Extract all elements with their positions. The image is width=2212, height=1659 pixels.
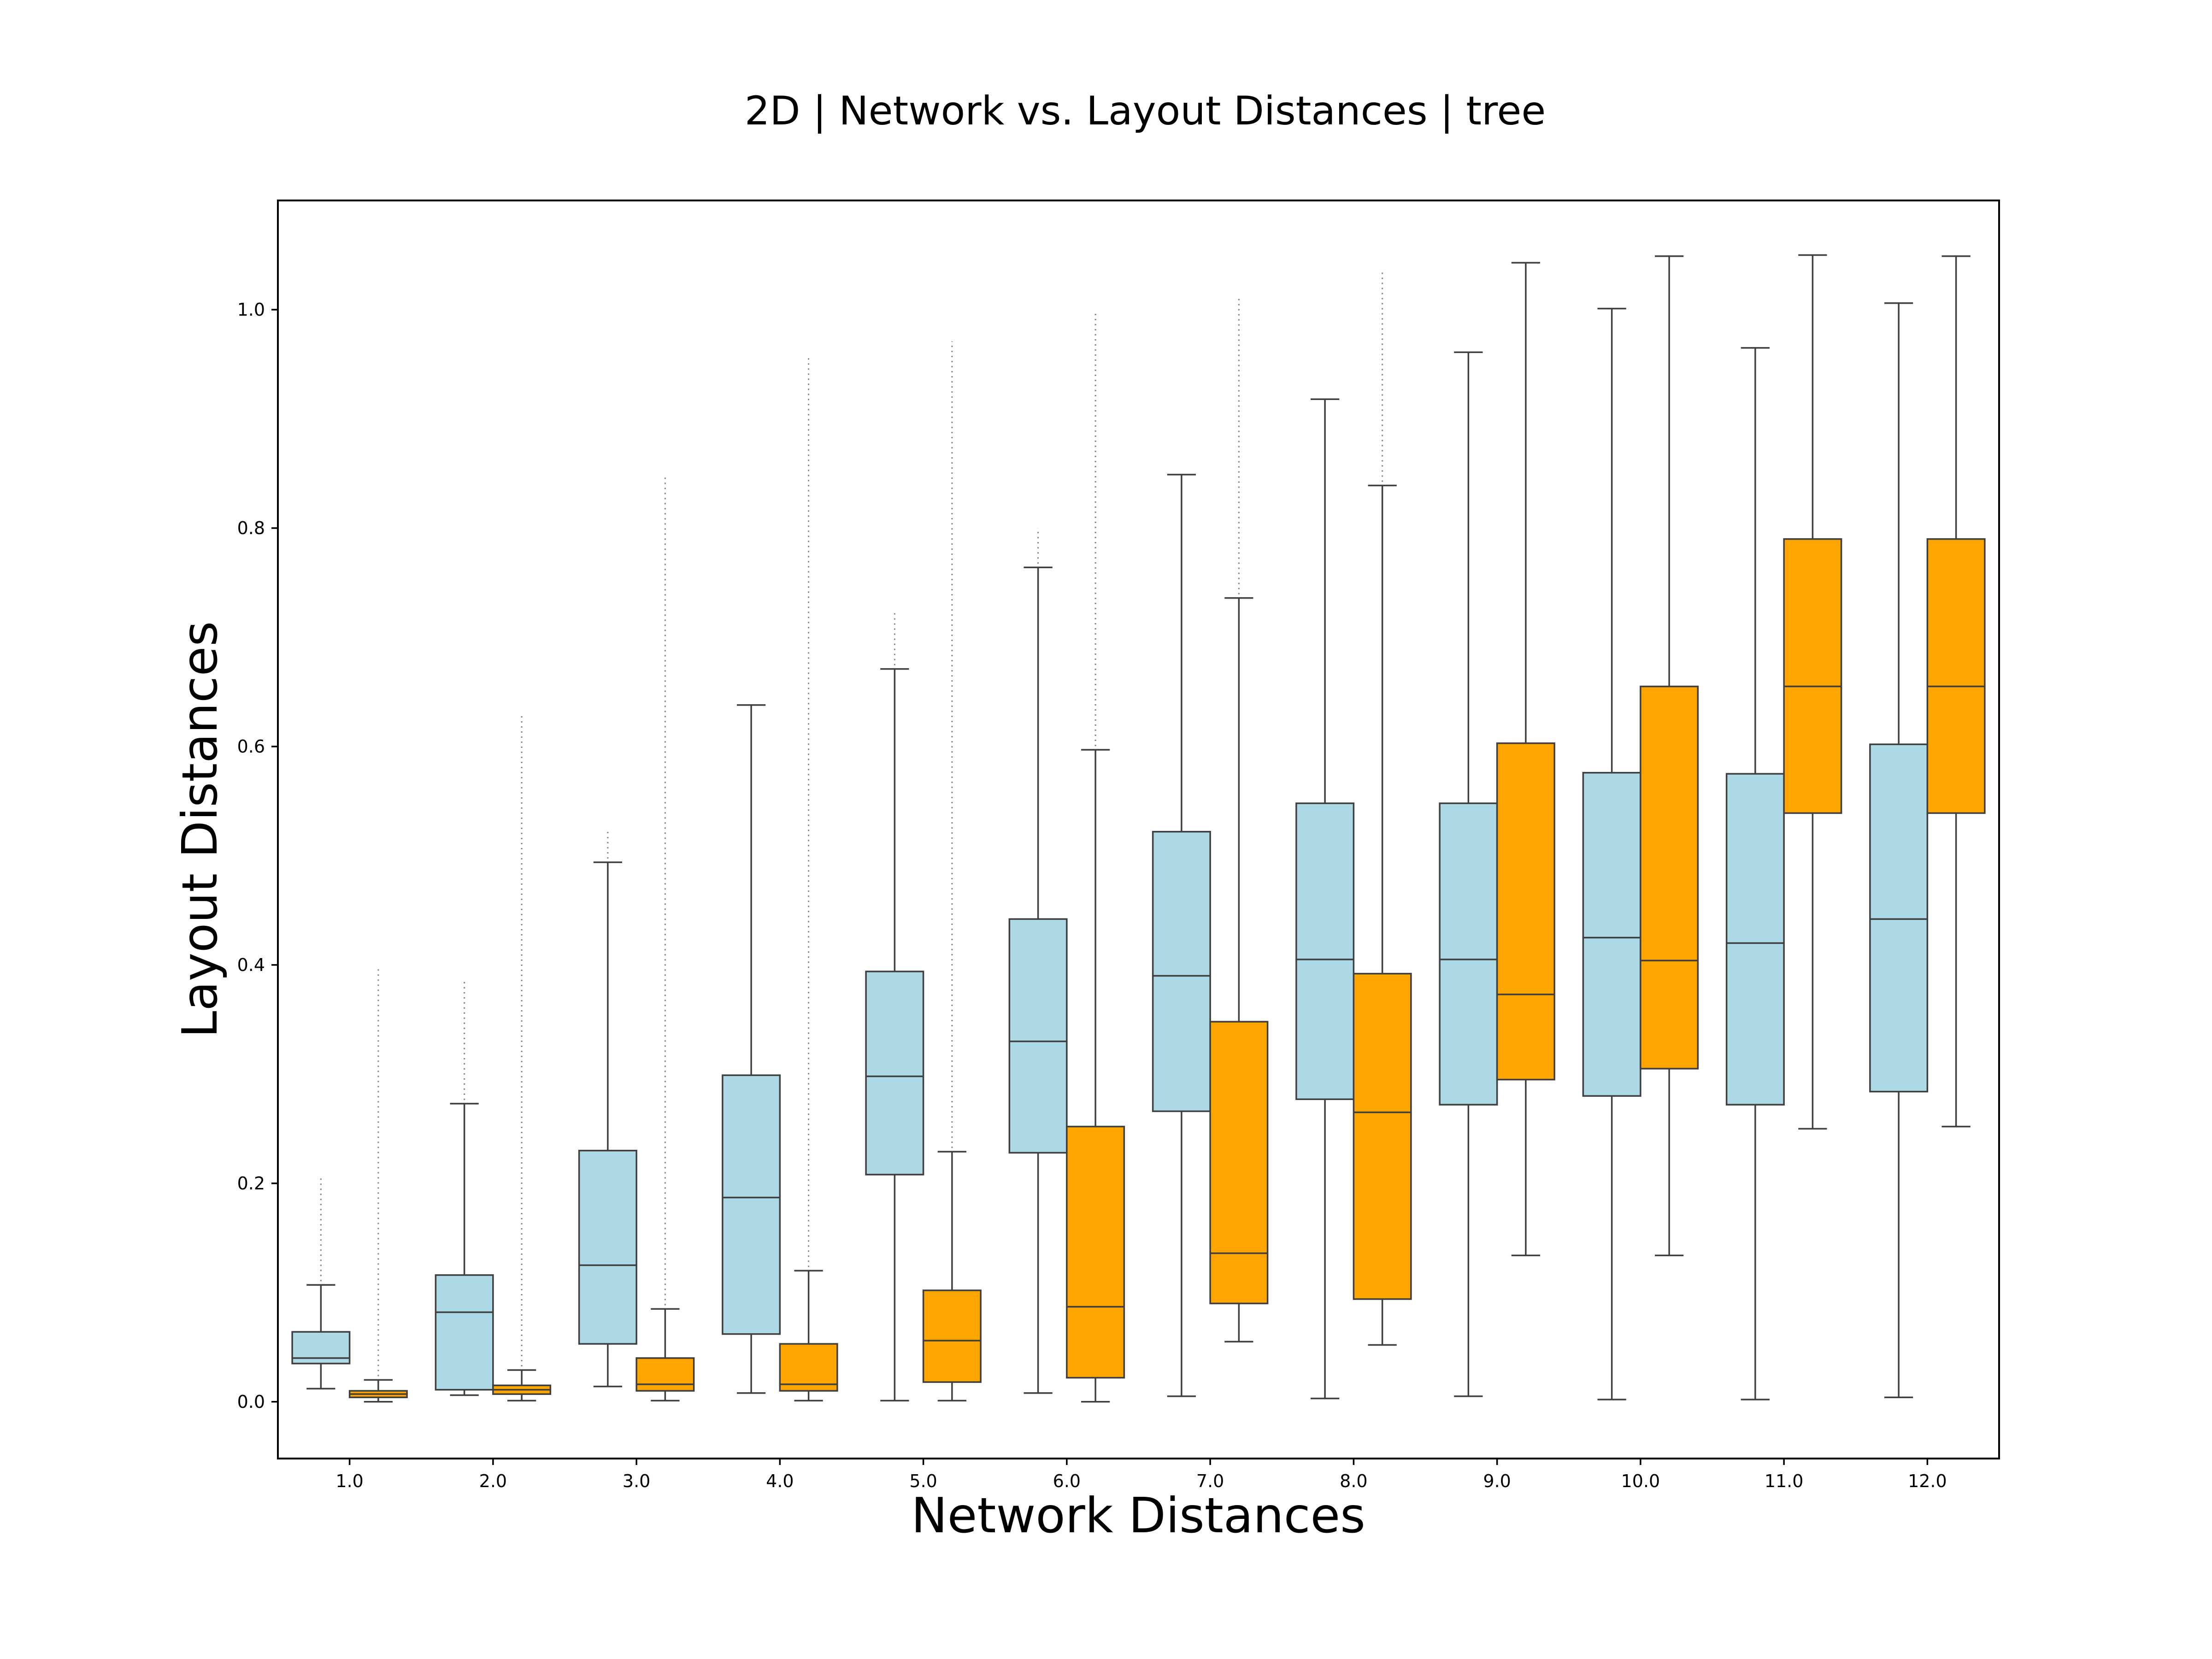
box-group-b-10.0 xyxy=(1640,255,1699,1256)
x-axis: 1.0 2.0 3.0 4.0 5.0 6.0 7.0 8.0 9.0 10.0 11.0 12.0 xyxy=(335,1459,1947,1491)
box-group-b-8.0 xyxy=(1353,272,1412,1346)
box-group-b-3.0 xyxy=(635,477,695,1402)
x-tick-label: 9.0 xyxy=(1483,1471,1511,1491)
box-iqr xyxy=(1725,773,1785,1106)
x-tick-label: 4.0 xyxy=(766,1471,794,1491)
box-iqr xyxy=(1582,772,1641,1097)
plot-area xyxy=(291,254,1986,1403)
box-iqr xyxy=(1295,802,1355,1100)
y-tick-label: 0.4 xyxy=(237,955,265,975)
box-group-a-1.0 xyxy=(291,1177,351,1390)
x-tick-label: 3.0 xyxy=(623,1471,650,1491)
y-axis-label: Layout Distances xyxy=(172,621,228,1038)
x-tick-label: 11.0 xyxy=(1765,1471,1804,1491)
y-tick-label: 0.2 xyxy=(237,1173,265,1194)
box-group-b-6.0 xyxy=(1066,312,1125,1403)
box-group-b-5.0 xyxy=(922,341,982,1402)
box-group-b-1.0 xyxy=(348,968,408,1403)
box-iqr xyxy=(1783,538,1842,814)
box-iqr xyxy=(1926,538,1986,814)
box-group-a-8.0 xyxy=(1295,398,1355,1400)
box-group-a-7.0 xyxy=(1152,474,1211,1397)
box-iqr xyxy=(1353,973,1412,1300)
x-tick-label: 12.0 xyxy=(1908,1471,1947,1491)
box-iqr xyxy=(1066,1125,1125,1379)
box-group-a-10.0 xyxy=(1582,307,1641,1400)
box-group-a-6.0 xyxy=(1008,528,1068,1394)
chart-title: 2D | Network vs. Layout Distances | tree xyxy=(745,88,1546,134)
box-iqr xyxy=(435,1274,494,1391)
box-group-b-12.0 xyxy=(1926,255,1986,1128)
box-group-a-12.0 xyxy=(1869,302,1929,1399)
box-iqr xyxy=(865,971,924,1176)
box-iqr xyxy=(779,1343,838,1392)
box-group-b-7.0 xyxy=(1209,299,1269,1343)
x-tick-label: 10.0 xyxy=(1621,1471,1660,1491)
x-tick-label: 8.0 xyxy=(1340,1471,1367,1491)
box-group-a-11.0 xyxy=(1725,347,1785,1400)
x-tick-label: 7.0 xyxy=(1196,1471,1224,1491)
x-tick-label: 1.0 xyxy=(335,1471,363,1491)
x-tick-label: 2.0 xyxy=(479,1471,507,1491)
box-iqr xyxy=(1439,802,1498,1106)
y-tick-label: 1.0 xyxy=(237,300,265,320)
box-group-a-5.0 xyxy=(865,611,924,1402)
box-iqr xyxy=(922,1289,982,1383)
box-iqr xyxy=(635,1357,695,1392)
plot-frame xyxy=(277,200,2000,1459)
box-group-b-9.0 xyxy=(1496,262,1555,1256)
box-iqr xyxy=(1209,1021,1269,1305)
box-iqr xyxy=(1496,742,1555,1081)
box-iqr xyxy=(578,1149,637,1345)
box-iqr xyxy=(1869,743,1929,1093)
box-group-a-4.0 xyxy=(722,704,781,1394)
box-iqr xyxy=(1152,830,1211,1112)
y-tick-label: 0.6 xyxy=(237,736,265,757)
box-group-b-2.0 xyxy=(492,713,552,1402)
box-group-a-3.0 xyxy=(578,828,637,1388)
box-group-a-9.0 xyxy=(1439,351,1498,1397)
box-group-a-2.0 xyxy=(435,981,494,1396)
x-tick-label: 5.0 xyxy=(909,1471,937,1491)
box-group-b-11.0 xyxy=(1783,254,1842,1130)
box-iqr xyxy=(722,1074,781,1335)
box-iqr xyxy=(1640,685,1699,1070)
x-axis-label: Network Distances xyxy=(911,1488,1365,1544)
y-tick-label: 0.0 xyxy=(237,1392,265,1412)
box-group-b-4.0 xyxy=(779,356,838,1402)
box-iqr xyxy=(1008,918,1068,1154)
y-axis: 0.0 0.2 0.4 0.6 0.8 1.0 xyxy=(237,300,278,1412)
x-tick-label: 6.0 xyxy=(1053,1471,1081,1491)
y-tick-label: 0.8 xyxy=(237,518,265,538)
